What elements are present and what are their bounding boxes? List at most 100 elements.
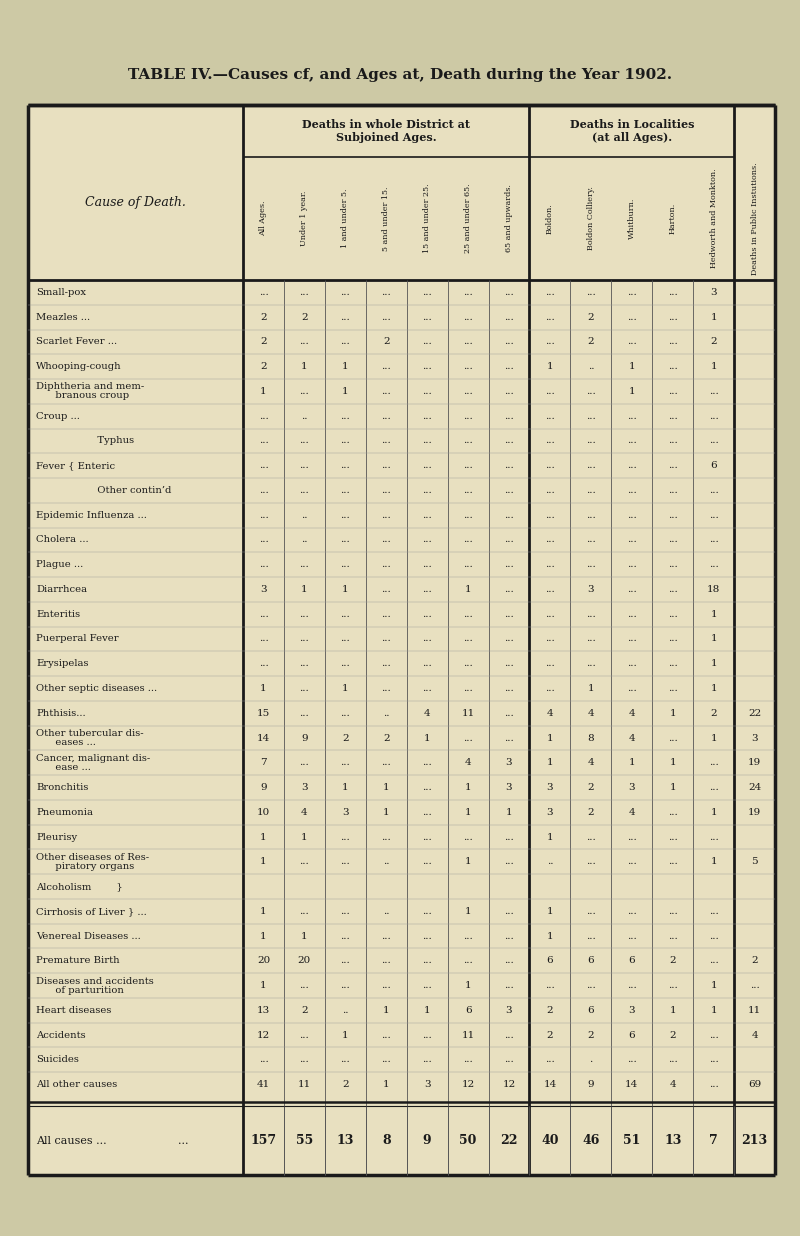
Text: ..: .. [301,535,308,544]
Text: ...: ... [382,684,391,693]
Text: ...: ... [463,436,473,445]
Text: 1: 1 [465,858,471,866]
Text: ...: ... [341,436,350,445]
Text: ...: ... [422,288,432,297]
Text: Suicides: Suicides [36,1056,79,1064]
Text: Cancer, malignant dis-: Cancer, malignant dis- [36,754,150,763]
Text: Erysipelas: Erysipelas [36,659,89,669]
Text: ...: ... [627,609,637,619]
Text: 2: 2 [260,362,266,371]
Text: ...: ... [668,858,678,866]
Text: ...: ... [341,659,350,669]
Text: ...: ... [627,535,637,544]
Text: 2: 2 [260,337,266,346]
Text: ...: ... [341,560,350,570]
Text: 7: 7 [260,758,266,768]
Text: ...: ... [627,510,637,519]
Text: ...: ... [299,387,310,396]
Text: 1: 1 [424,1006,430,1015]
Text: ...: ... [341,708,350,718]
Text: 4: 4 [546,708,554,718]
Text: Boldon.: Boldon. [546,203,554,234]
Text: ...: ... [627,932,637,941]
Text: ...: ... [545,412,554,420]
Text: ...: ... [504,362,514,371]
Text: 13: 13 [337,1133,354,1147]
Text: 2: 2 [670,1031,676,1039]
Text: Plague ...: Plague ... [36,560,83,570]
Text: ...: ... [463,684,473,693]
Text: 20: 20 [257,957,270,965]
Text: ..: .. [301,412,308,420]
Text: ...: ... [463,1056,473,1064]
Bar [28,105,775,1175]
Text: Pneumonia: Pneumonia [36,808,93,817]
Text: ...: ... [586,510,596,519]
Text: ...: ... [299,461,310,470]
Text: ...: ... [463,932,473,941]
Text: 1: 1 [670,1006,676,1015]
Text: ...: ... [668,733,678,743]
Text: 22: 22 [500,1133,518,1147]
Text: ...: ... [668,337,678,346]
Text: ...: ... [504,412,514,420]
Text: ...: ... [627,288,637,297]
Text: Small-pox: Small-pox [36,288,86,297]
Text: Bronchitis: Bronchitis [36,784,88,792]
Text: 11: 11 [298,1080,311,1089]
Text: 4: 4 [629,708,635,718]
Text: 1: 1 [629,758,635,768]
Text: 2: 2 [670,957,676,965]
Text: ...: ... [504,981,514,990]
Text: 1: 1 [342,684,349,693]
Text: piratory organs: piratory organs [46,861,134,870]
Text: Alcoholism        }: Alcoholism } [36,883,122,891]
Text: ...: ... [463,387,473,396]
Text: Other diseases of Res-: Other diseases of Res- [36,853,149,861]
Text: 1: 1 [260,858,266,866]
Text: 3: 3 [301,784,308,792]
Text: ...: ... [627,833,637,842]
Text: 1: 1 [465,784,471,792]
Text: ...: ... [341,858,350,866]
Text: ...: ... [504,510,514,519]
Text: ...: ... [668,387,678,396]
Text: ..: .. [383,858,390,866]
Text: ...: ... [382,436,391,445]
Text: 1: 1 [587,684,594,693]
Text: Cirrhosis of Liver } ...: Cirrhosis of Liver } ... [36,907,146,916]
Text: ...: ... [382,486,391,494]
Text: ...: ... [545,510,554,519]
Text: .: . [590,1056,593,1064]
Text: 2: 2 [546,1006,554,1015]
Text: ...: ... [299,708,310,718]
Text: ...: ... [341,1056,350,1064]
Text: ...: ... [504,461,514,470]
Text: 1: 1 [301,585,308,595]
Text: ...: ... [382,609,391,619]
Text: ...: ... [422,981,432,990]
Text: 1: 1 [546,758,554,768]
Text: ...: ... [504,659,514,669]
Text: 6: 6 [587,1006,594,1015]
Text: 2: 2 [383,733,390,743]
Text: 2: 2 [342,1080,349,1089]
Text: 3: 3 [629,784,635,792]
Text: 11: 11 [748,1006,761,1015]
Text: 2: 2 [587,784,594,792]
Text: 9: 9 [423,1133,431,1147]
Text: ...: ... [545,486,554,494]
Text: ...: ... [299,436,310,445]
Text: ...: ... [382,461,391,470]
Text: 6: 6 [465,1006,471,1015]
Text: 1: 1 [546,907,554,916]
Text: ...: ... [341,758,350,768]
Text: ...: ... [341,981,350,990]
Text: ...: ... [463,833,473,842]
Text: ...: ... [422,932,432,941]
Text: ...: ... [299,486,310,494]
Text: ...: ... [668,684,678,693]
Text: ...: ... [341,833,350,842]
Text: Heart diseases: Heart diseases [36,1006,111,1015]
Text: 3: 3 [751,733,758,743]
